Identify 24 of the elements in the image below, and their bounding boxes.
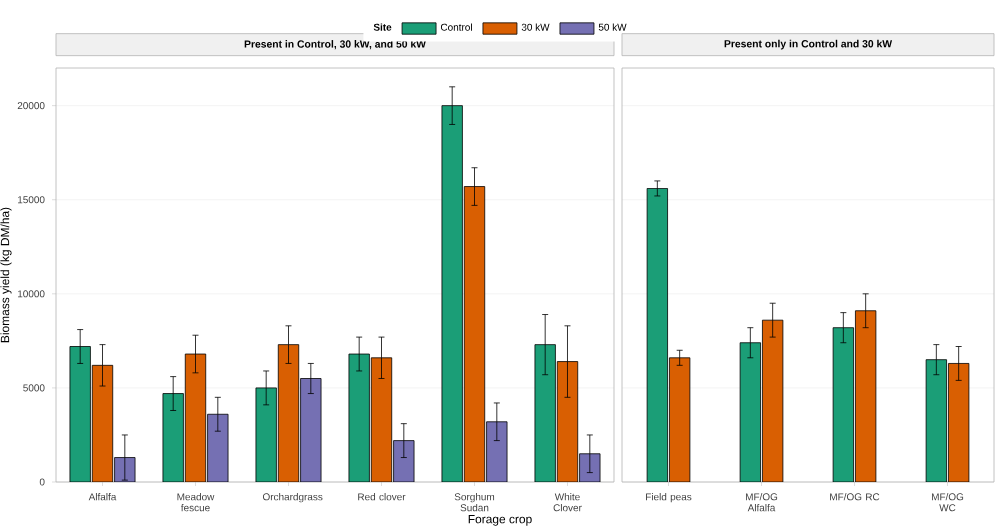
bar (832, 327, 854, 482)
bar (925, 359, 947, 482)
bar (255, 387, 277, 482)
bar (534, 344, 556, 482)
bar (762, 319, 784, 482)
bar (463, 186, 486, 482)
bar (486, 421, 508, 482)
bar (739, 342, 761, 482)
bar (370, 357, 393, 482)
bar (948, 363, 970, 482)
bar (207, 413, 229, 482)
bar (91, 364, 114, 482)
bar (855, 310, 877, 482)
bar (278, 344, 299, 482)
bar (393, 440, 415, 482)
bar (348, 353, 370, 482)
bar (300, 378, 322, 482)
bar (556, 361, 579, 482)
bar (69, 346, 91, 482)
bar (669, 357, 691, 482)
bar (441, 105, 463, 482)
bar (184, 353, 207, 482)
bar (162, 393, 184, 482)
bar (646, 188, 668, 482)
